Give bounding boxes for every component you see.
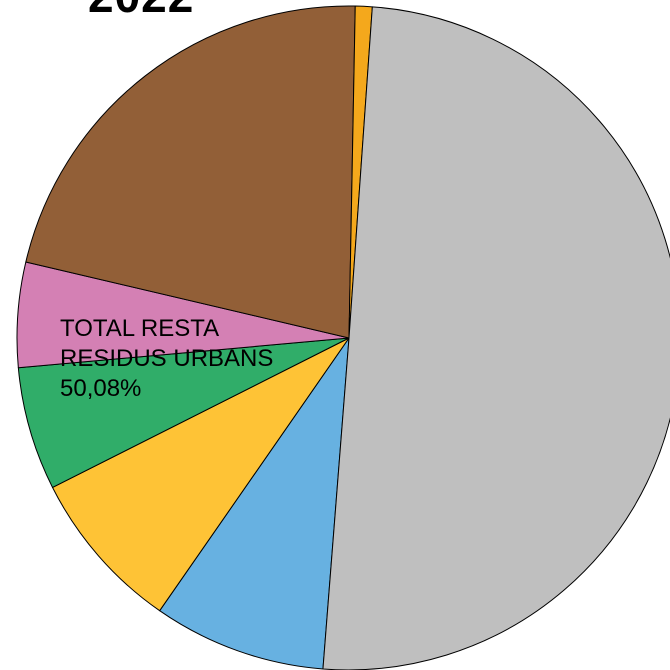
slice-label-value: 50,08%: [60, 375, 142, 402]
slice-label-line-2: RESIDUS URBANS: [60, 345, 274, 372]
pie-slice-2: [52, 337, 350, 612]
pie-slice-3: [17, 337, 350, 488]
slice-label-resta: TOTAL RESTA RESIDUS URBANS 50,08%: [60, 314, 273, 404]
pie-slice-1: [159, 337, 350, 670]
pie-slice-5: [25, 5, 356, 339]
chart-title: 2022: [88, 0, 194, 19]
slice-label-line-1: TOTAL RESTA: [60, 315, 220, 342]
pie-slice-7: [322, 6, 670, 670]
